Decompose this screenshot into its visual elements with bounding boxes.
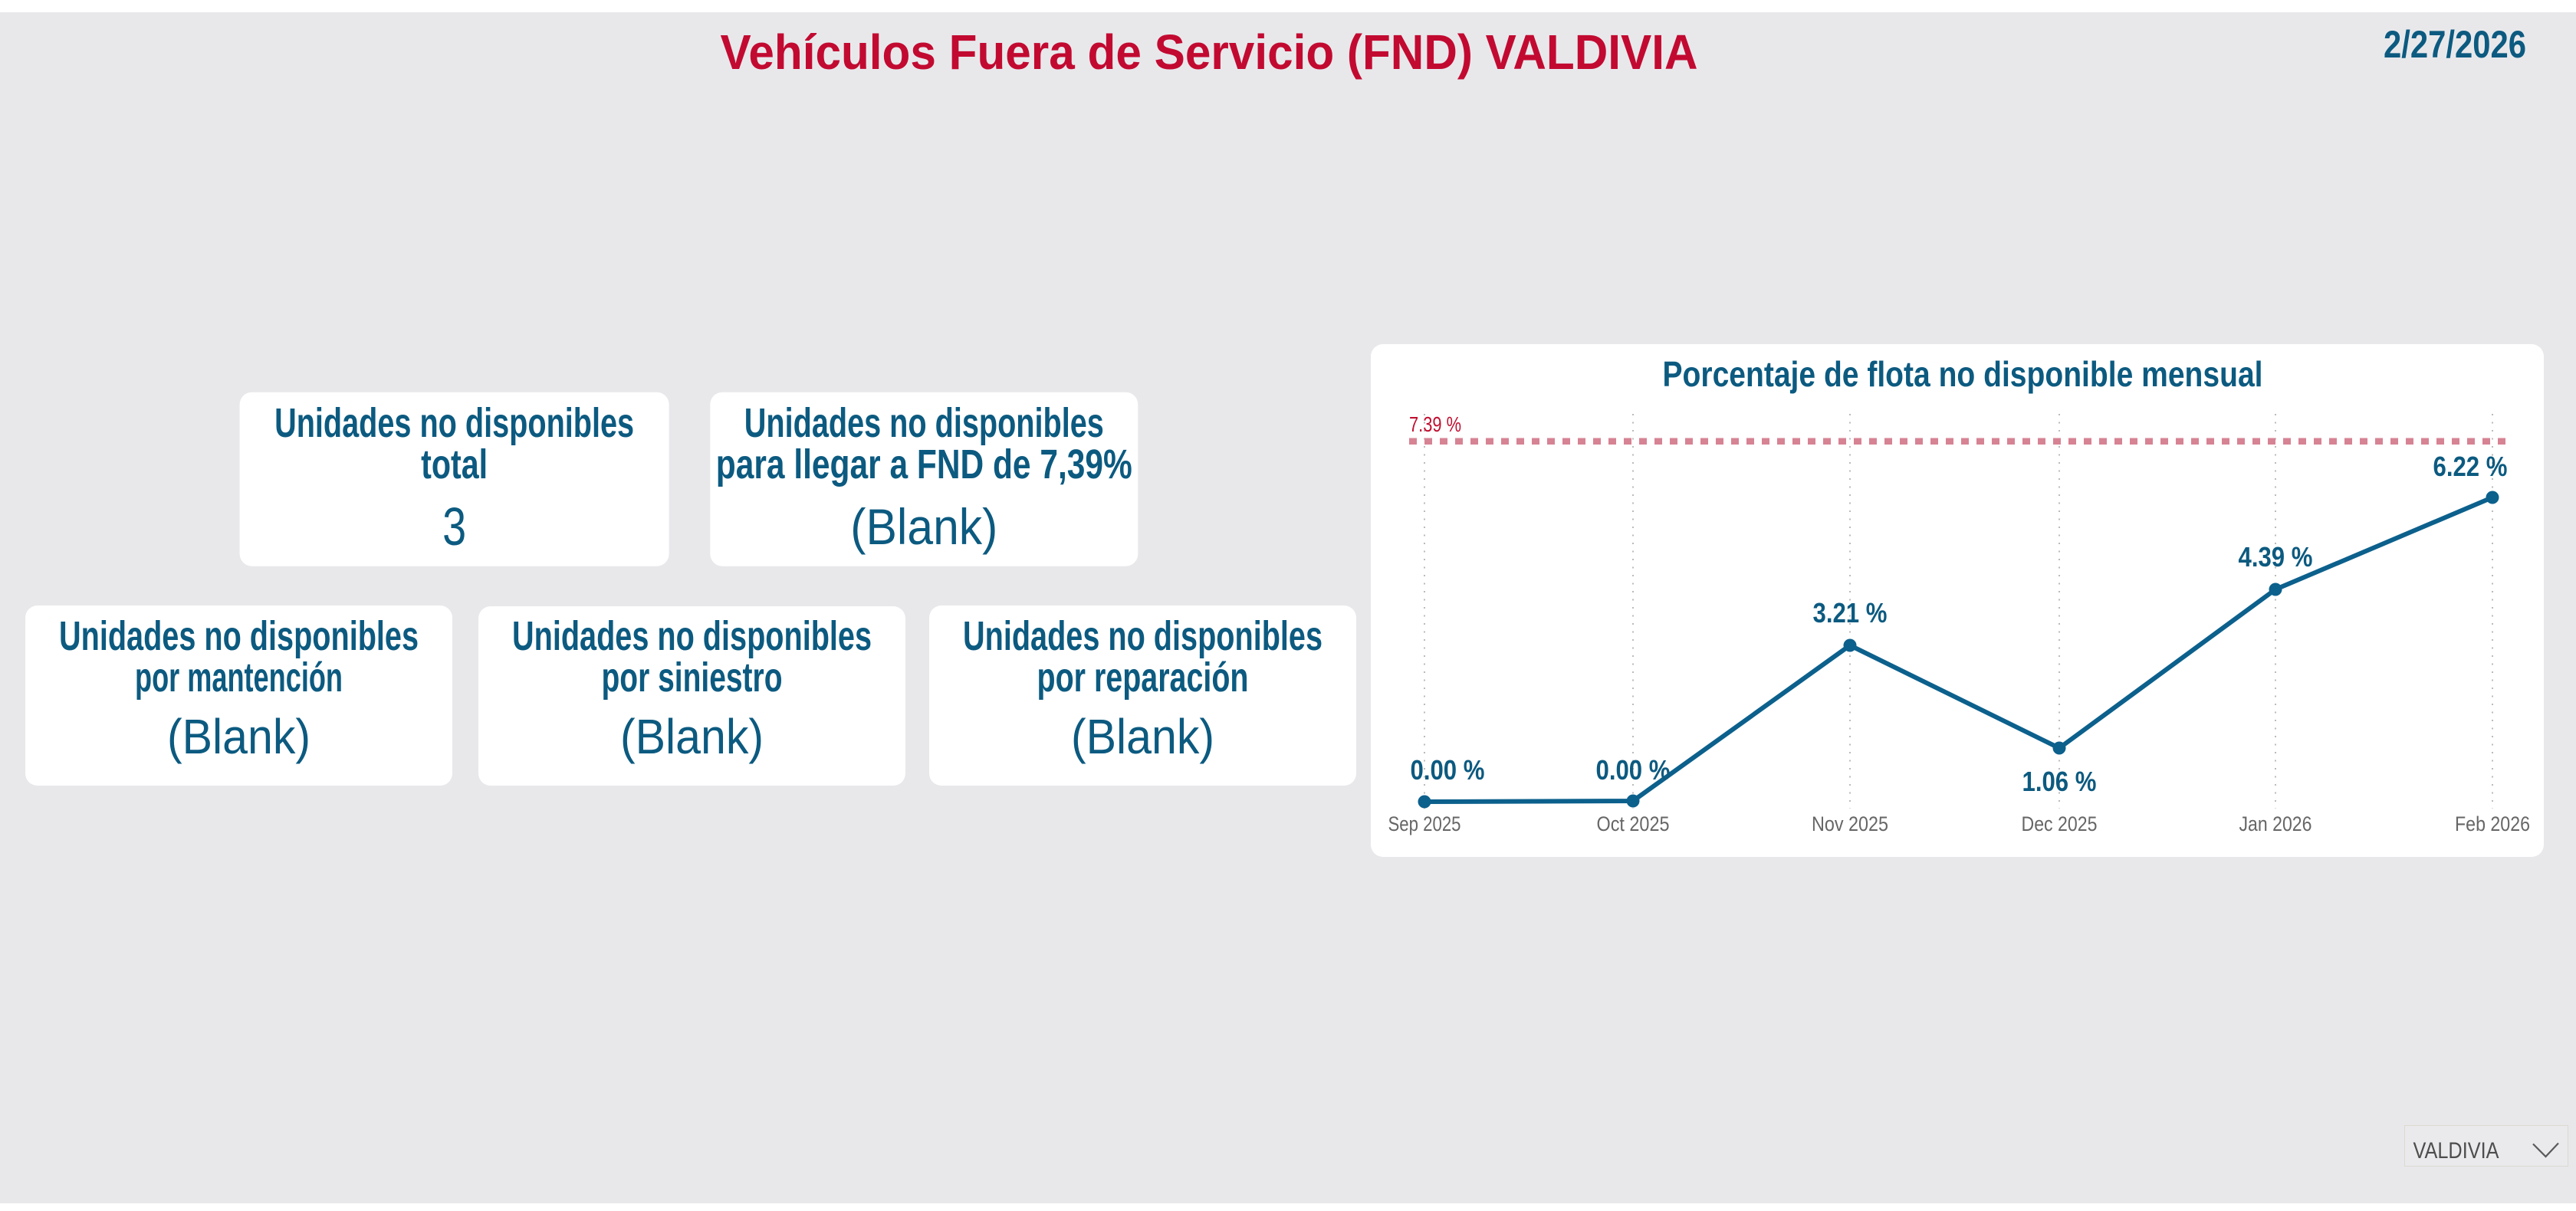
svg-text:Jan 2026: Jan 2026 bbox=[2239, 812, 2312, 835]
svg-text:Sep 2025: Sep 2025 bbox=[1388, 812, 1461, 835]
svg-text:VALDIVIA: VALDIVIA bbox=[2413, 1138, 2499, 1163]
svg-text:(Blank): (Blank) bbox=[167, 709, 310, 764]
svg-text:7.39 %: 7.39 % bbox=[1409, 412, 1461, 436]
svg-text:Oct 2025: Oct 2025 bbox=[1597, 812, 1670, 835]
svg-text:0.00 %: 0.00 % bbox=[1411, 754, 1485, 786]
svg-text:Unidades no disponibles: Unidades no disponibles bbox=[744, 400, 1104, 446]
svg-text:total: total bbox=[421, 441, 488, 487]
svg-text:3.21 %: 3.21 % bbox=[1813, 597, 1888, 628]
svg-text:Dec 2025: Dec 2025 bbox=[2022, 812, 2098, 835]
svg-text:3: 3 bbox=[442, 497, 466, 556]
svg-text:6.22 %: 6.22 % bbox=[2433, 451, 2508, 482]
svg-text:por mantención: por mantención bbox=[135, 655, 343, 701]
svg-text:Unidades no disponibles: Unidades no disponibles bbox=[512, 613, 872, 659]
svg-text:(Blank): (Blank) bbox=[850, 498, 997, 555]
svg-text:Nov 2025: Nov 2025 bbox=[1812, 812, 1888, 835]
svg-text:Porcentaje de flota no disponi: Porcentaje de flota no disponible mensua… bbox=[1663, 354, 2263, 394]
svg-text:2/27/2026: 2/27/2026 bbox=[2384, 23, 2526, 66]
svg-text:para llegar a FND de 7,39%: para llegar a FND de 7,39% bbox=[716, 441, 1132, 487]
svg-text:Feb 2026: Feb 2026 bbox=[2455, 812, 2530, 835]
svg-text:Unidades no disponibles: Unidades no disponibles bbox=[963, 613, 1322, 659]
svg-text:4.39 %: 4.39 % bbox=[2239, 541, 2313, 573]
svg-text:(Blank): (Blank) bbox=[1071, 709, 1214, 764]
svg-text:por reparación: por reparación bbox=[1037, 655, 1249, 701]
svg-text:1.06 %: 1.06 % bbox=[2022, 766, 2097, 797]
svg-text:Unidades no disponibles: Unidades no disponibles bbox=[59, 613, 419, 659]
svg-text:Unidades no disponibles: Unidades no disponibles bbox=[274, 400, 634, 446]
svg-text:Vehículos Fuera de Servicio (F: Vehículos Fuera de Servicio (FND) VALDIV… bbox=[721, 25, 1698, 80]
svg-text:por siniestro: por siniestro bbox=[602, 655, 783, 701]
svg-text:0.00 %: 0.00 % bbox=[1596, 754, 1671, 786]
svg-text:(Blank): (Blank) bbox=[620, 709, 764, 764]
